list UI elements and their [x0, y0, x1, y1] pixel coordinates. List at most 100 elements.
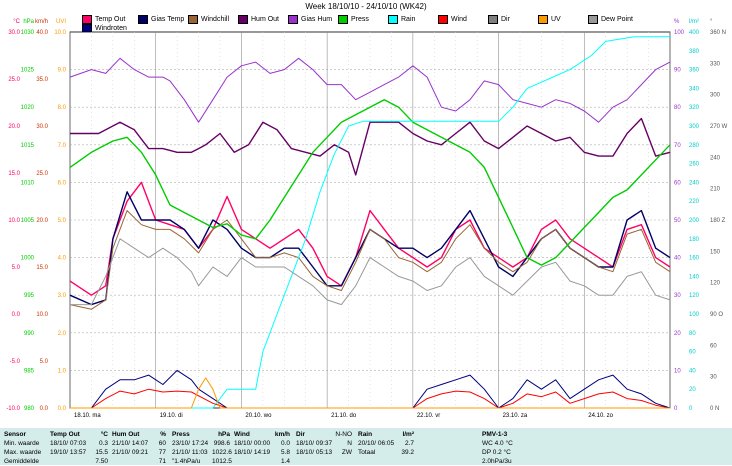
axis-tick-label-rain: 300 — [689, 124, 700, 130]
axis-tick-label-temp: 10.0 — [8, 218, 20, 224]
stats-header-sensor: Sensor — [4, 431, 27, 438]
legend-label: Gias Hum — [301, 16, 333, 23]
stats-cell: 998.6 — [213, 440, 230, 447]
stats-cell: 19/10/ 13:57 — [50, 449, 87, 456]
legend-item: UV — [538, 14, 561, 26]
legend-label: Temp Out — [95, 16, 126, 23]
stats-cell: 1012.5 — [212, 458, 232, 465]
axis-tick-label-rain: 260 — [689, 162, 700, 168]
stats-cell: 1022.6 — [212, 449, 232, 456]
stats-cell: DP 0.2 °C — [482, 449, 511, 456]
stats-cell: Totaal — [358, 449, 376, 456]
axis-tick-label-rain: 40 — [689, 368, 696, 374]
stats-header-press: Press — [172, 431, 190, 438]
stats-cell: 71 — [158, 458, 166, 465]
axis-tick-label-uv: 6.0 — [58, 180, 67, 186]
axis-unit-dir: ° — [710, 19, 713, 25]
stats-cell: N — [347, 440, 352, 447]
series-line-rain — [70, 36, 670, 409]
legend-item: Dew Point — [588, 14, 633, 26]
axis-tick-label-dir: 180 Z — [710, 218, 726, 224]
stats-col-press-val: hPa 998.6 1022.6 1012.5 — [212, 430, 232, 466]
series-line-hum-out — [70, 117, 671, 176]
legend-label: Dir — [501, 16, 510, 23]
axis-tick-label-rain: 80 — [689, 331, 696, 337]
axis-tick-label-temp: -5.0 — [10, 359, 21, 365]
axis-tick-label-temp: -10.0 — [6, 406, 20, 412]
axis-tick-label-rain: 60 — [689, 350, 696, 356]
legend-label: Windchill — [201, 16, 230, 23]
stats-col-sensor: Sensor Min. waarde Max. waarde Gemiddeld… — [4, 430, 48, 466]
stats-col-hum-val: % 60 77 71 — [154, 430, 166, 466]
stats-cell: 18/10/ 07:03 — [50, 440, 87, 447]
stats-col-hum-time: Hum Out 21/10/ 14:07 21/10/ 09:21 — [112, 430, 156, 457]
stats-row-label: Min. waarde — [4, 440, 40, 447]
series-line-uv — [70, 377, 670, 409]
axis-tick-label-press: 995 — [24, 293, 35, 299]
stats-cell: 15.5 — [95, 449, 108, 456]
stats-row-label: Gemiddelde — [4, 458, 40, 465]
stats-cell: WC 4.0 °C — [482, 440, 513, 447]
axis-tick-label-dir: 0 N — [710, 406, 719, 412]
axis-tick-label-rain: 400 — [689, 30, 700, 36]
legend-swatch — [538, 14, 548, 24]
axis-tick-label-wind: 20.0 — [36, 218, 48, 224]
axis-tick-label-rain: 340 — [689, 86, 700, 92]
stats-cell: 18/10/ 00:00 — [234, 440, 271, 447]
legend-item: Rain — [388, 14, 415, 26]
x-tick-label: 20.10. wo — [245, 413, 272, 419]
stats-col-rain-time: Rain 20/10/ 06:05 Totaal — [358, 430, 402, 457]
axis-tick-label-wind: 15.0 — [36, 265, 48, 271]
legend-item: Temp Out — [82, 14, 125, 26]
axis-tick-label-rain: 20 — [689, 387, 696, 393]
axis-tick-label-press: 990 — [24, 331, 35, 337]
axis-tick-label-press: 1000 — [21, 256, 35, 262]
legend-swatch — [588, 14, 598, 24]
axis-tick-label-wind: 0.0 — [40, 406, 49, 412]
stats-cell: 18/10/ 14:19 — [234, 449, 271, 456]
axis-tick-label-temp: 30.0 — [8, 30, 20, 36]
axis-tick-label-rain: 140 — [689, 274, 700, 280]
series-line-gias-hum — [69, 57, 671, 123]
legend-label: Hum Out — [251, 16, 280, 23]
stats-table: Sensor Min. waarde Max. waarde Gemiddeld… — [0, 428, 732, 465]
legend-swatch — [488, 14, 498, 24]
legend-item: Windchill — [188, 14, 229, 26]
stats-cell: 18/10/ 05:13 — [296, 449, 333, 456]
axis-tick-label-rain: 240 — [689, 180, 700, 186]
stats-header-hum: Hum Out — [112, 431, 140, 438]
stats-header-pmv: PMV-1-3 — [482, 431, 508, 438]
legend-item: Gias Hum — [288, 14, 332, 26]
axis-tick-label-hum: 0 — [674, 406, 678, 412]
axis-tick-label-uv: 9.0 — [58, 68, 67, 74]
axis-tick-label-wind: 40.0 — [36, 30, 48, 36]
axis-tick-label-hum: 50 — [674, 218, 681, 224]
axis-tick-label-wind: 30.0 — [36, 124, 48, 130]
axis-tick-label-press: 1010 — [21, 180, 35, 186]
axis-tick-label-uv: 2.0 — [58, 331, 67, 337]
axis-tick-label-dir: 300 — [710, 93, 721, 99]
stats-cell: 5.8 — [280, 449, 290, 456]
axis-tick-label-rain: 100 — [689, 312, 700, 318]
legend-label: Rain — [401, 16, 416, 23]
stats-cell: 18/10/ 09:37 — [296, 440, 333, 447]
axis-tick-label-uv: 7.0 — [58, 143, 67, 149]
x-tick-label: 22.10. vr — [417, 413, 440, 419]
legend-label: Dew Point — [601, 16, 633, 23]
stats-cell: 0.3 — [98, 440, 108, 447]
stats-header-rain-unit: l/m² — [402, 431, 414, 438]
stats-cell: 1.4 — [280, 458, 290, 465]
axis-tick-label-uv: 8.0 — [58, 105, 67, 111]
axis-tick-label-wind: 25.0 — [36, 171, 48, 177]
legend-item: Dir — [488, 14, 510, 26]
legend-swatch — [388, 14, 398, 24]
axis-tick-label-rain: 220 — [689, 199, 700, 205]
stats-header-temp-unit: °C — [100, 431, 108, 438]
axis-tick-label-dir: 360 N — [710, 30, 726, 36]
axis-tick-label-rain: 200 — [689, 218, 700, 224]
stats-cell: 21/10/ 11:03 — [172, 449, 208, 456]
legend-label: Press — [351, 16, 369, 23]
axis-unit-temp: °C — [13, 19, 20, 25]
axis-tick-label-uv: 1.0 — [58, 368, 67, 374]
x-tick-label: 21.10. do — [331, 413, 357, 419]
